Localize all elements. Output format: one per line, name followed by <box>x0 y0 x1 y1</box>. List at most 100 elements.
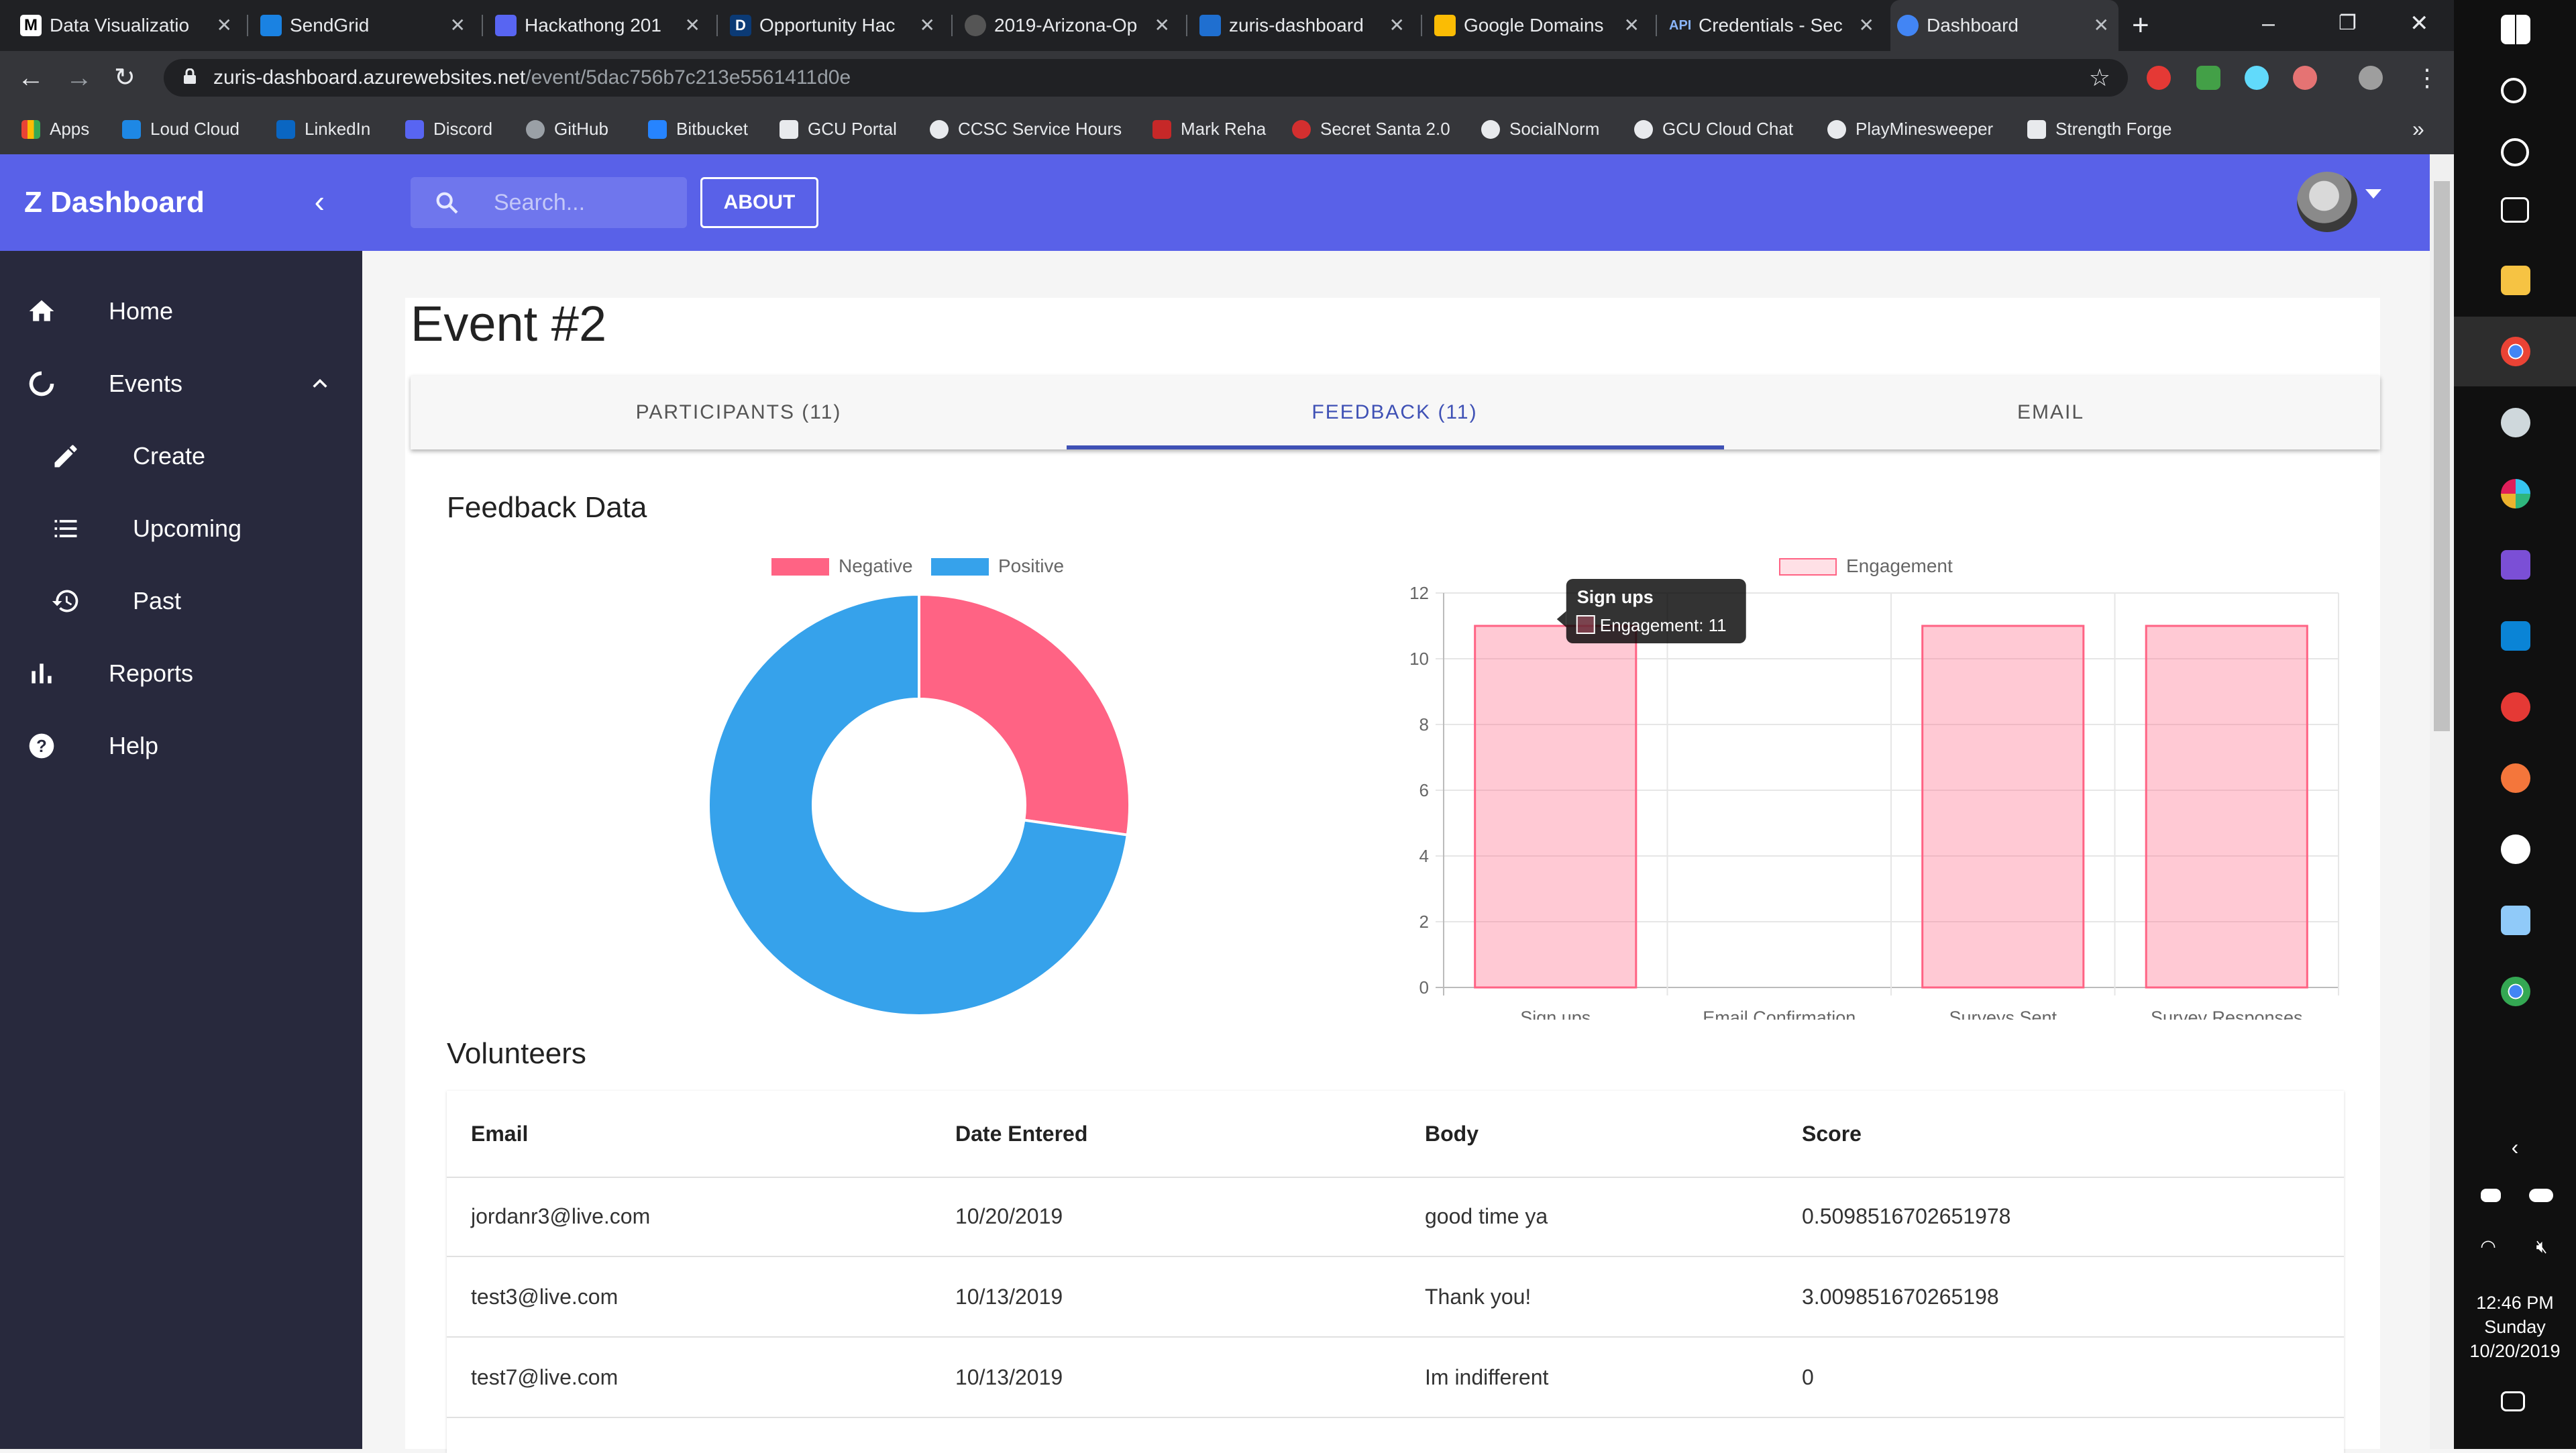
app-icon[interactable] <box>2501 408 2530 437</box>
chrome-icon[interactable] <box>2501 977 2530 1006</box>
bar-sign-ups[interactable] <box>1474 625 1638 989</box>
user-avatar[interactable] <box>2297 172 2357 232</box>
mongodb-compass-icon[interactable] <box>2501 835 2530 864</box>
cors-extension-icon[interactable] <box>2196 66 2220 90</box>
bookmark-item[interactable]: Apps <box>21 105 89 153</box>
sidebar-item-help[interactable]: ? Help <box>0 710 362 782</box>
bookmark-item[interactable]: LinkedIn <box>276 105 370 153</box>
task-view-icon[interactable] <box>2501 197 2529 223</box>
bookmark-item[interactable]: PlayMinesweeper <box>1827 105 1993 153</box>
new-tab-button[interactable]: + <box>2132 9 2149 42</box>
legend-item-positive[interactable]: Positive <box>931 555 1064 577</box>
address-bar[interactable]: zuris-dashboard.azurewebsites.net/event/… <box>164 59 2128 97</box>
table-row[interactable]: jordanr3@live.com 10/20/2019 good time y… <box>447 1177 2344 1257</box>
tab-feedback[interactable]: FEEDBACK (11) <box>1311 401 1478 423</box>
table-row[interactable]: test3@live.com 10/13/2019 Thank you! 3.0… <box>447 1257 2344 1338</box>
cortana-icon[interactable] <box>2501 138 2529 166</box>
scrollbar-thumb[interactable] <box>2434 181 2450 731</box>
slack-icon[interactable] <box>2501 479 2530 508</box>
sidebar-item-home[interactable]: Home <box>0 275 362 347</box>
tab-close-icon[interactable]: ✕ <box>919 15 935 36</box>
react-devtools-icon[interactable] <box>2245 66 2269 90</box>
collapse-sidebar-icon[interactable]: ‹ <box>314 184 325 219</box>
speaker-muted-icon[interactable]: 🔇︎ <box>2536 1236 2548 1256</box>
tab-close-icon[interactable]: ✕ <box>1858 15 1874 36</box>
bookmark-item[interactable]: Bitbucket <box>648 105 748 153</box>
bookmarks-overflow-icon[interactable]: » <box>2412 117 2424 141</box>
sidebar-item-past[interactable]: Past <box>0 565 362 637</box>
back-arrow-icon[interactable]: ← <box>17 63 44 93</box>
restore-icon[interactable]: ❐ <box>2339 12 2357 34</box>
clock-day[interactable]: Sunday <box>2484 1317 2546 1337</box>
clock-time[interactable]: 12:46 PM <box>2476 1293 2554 1313</box>
windows-start-icon[interactable] <box>2501 15 2530 44</box>
tab-close-icon[interactable]: ✕ <box>1389 15 1405 36</box>
bookmark-item[interactable]: Mark Reha <box>1152 105 1266 153</box>
sidebar-item-reports[interactable]: Reports <box>0 637 362 710</box>
browser-tab[interactable]: D Opportunity Hac ✕ <box>723 0 945 51</box>
sidebar-item-events[interactable]: Events <box>0 347 362 420</box>
app-icon[interactable] <box>2501 906 2530 935</box>
browser-tab[interactable]: M Data Visualizatio ✕ <box>13 0 241 51</box>
reload-icon[interactable]: ↻ <box>114 64 136 92</box>
column-header-date[interactable]: Date Entered <box>955 1122 1088 1146</box>
chevron-up-icon[interactable]: ‹ <box>2511 1135 2519 1159</box>
column-header-score[interactable]: Score <box>1802 1122 1862 1146</box>
legend-item-negative[interactable]: Negative <box>771 555 913 577</box>
window-close-icon[interactable]: ✕ <box>2410 11 2429 36</box>
bookmark-item[interactable]: GCU Portal <box>780 105 897 153</box>
bookmark-item[interactable]: CCSC Service Hours <box>930 105 1122 153</box>
bookmark-item[interactable]: Strength Forge <box>2027 105 2171 153</box>
donut-slice-positive[interactable] <box>707 592 1130 1017</box>
browser-tab[interactable]: zuris-dashboard ✕ <box>1193 0 1414 51</box>
bookmark-item[interactable]: Secret Santa 2.0 <box>1292 105 1450 153</box>
legend-item-engagement[interactable]: Engagement <box>1779 555 1953 577</box>
browser-tab-active[interactable]: Dashboard ✕ <box>1890 0 2118 51</box>
wifi-icon[interactable]: ◠ <box>2480 1236 2496 1256</box>
bookmark-item[interactable]: Loud Cloud <box>122 105 239 153</box>
table-row[interactable]: test7@live.com 10/13/2019 Im indifferent… <box>447 1338 2344 1418</box>
tab-close-icon[interactable]: ✕ <box>216 15 232 36</box>
browser-tab[interactable]: SendGrid ✕ <box>254 0 475 51</box>
forward-arrow-icon[interactable]: → <box>66 63 93 93</box>
bookmark-item[interactable]: GitHub <box>526 105 608 153</box>
bar-survey-responses[interactable] <box>2145 625 2308 989</box>
bar-surveys-sent[interactable] <box>1921 625 2085 989</box>
tab-close-icon[interactable]: ✕ <box>684 15 700 36</box>
minimize-icon[interactable]: – <box>2262 11 2275 36</box>
browser-tab[interactable]: Hackathong 201 ✕ <box>488 0 710 51</box>
column-header-body[interactable]: Body <box>1425 1122 1479 1146</box>
bookmark-item[interactable]: GCU Cloud Chat <box>1634 105 1793 153</box>
notifications-icon[interactable] <box>2501 1391 2525 1411</box>
extension-icon[interactable] <box>2293 66 2317 90</box>
tab-close-icon[interactable]: ✕ <box>449 15 466 36</box>
bookmark-item[interactable]: Discord <box>405 105 492 153</box>
app-icon[interactable] <box>2501 692 2530 722</box>
tab-participants[interactable]: PARTICIPANTS (11) <box>635 401 842 423</box>
profile-avatar-icon[interactable] <box>2359 66 2383 90</box>
sidebar-item-create[interactable]: Create <box>0 420 362 492</box>
brand-title[interactable]: Z Dashboard <box>24 186 205 219</box>
browser-tab[interactable]: API Credentials - Sec ✕ <box>1662 0 1884 51</box>
browser-menu-icon[interactable]: ⋮ <box>2415 64 2439 91</box>
sidebar-item-upcoming[interactable]: Upcoming <box>0 492 362 565</box>
chevron-up-icon[interactable] <box>310 374 330 393</box>
vscode-icon[interactable] <box>2501 621 2530 651</box>
clock-date[interactable]: 10/20/2019 <box>2469 1341 2561 1361</box>
search-input[interactable]: Search... <box>411 177 687 228</box>
postman-icon[interactable] <box>2501 763 2530 793</box>
donut-slice-negative[interactable] <box>918 592 1131 837</box>
search-icon[interactable] <box>2501 78 2526 103</box>
about-button[interactable]: ABOUT <box>700 177 818 228</box>
browser-tab[interactable]: Google Domains ✕ <box>1428 0 1649 51</box>
caret-down-icon[interactable] <box>2365 189 2381 199</box>
battery-icon[interactable] <box>2481 1189 2501 1202</box>
onedrive-icon[interactable] <box>2529 1189 2553 1202</box>
tab-close-icon[interactable]: ✕ <box>2093 15 2109 36</box>
chrome-icon[interactable] <box>2501 337 2530 366</box>
tab-email[interactable]: EMAIL <box>2017 401 2085 423</box>
bookmark-star-icon[interactable]: ☆ <box>2088 64 2110 91</box>
browser-tab[interactable]: 2019-Arizona-Op ✕ <box>958 0 1179 51</box>
column-header-email[interactable]: Email <box>471 1122 529 1146</box>
extension-icon[interactable] <box>2147 66 2171 90</box>
